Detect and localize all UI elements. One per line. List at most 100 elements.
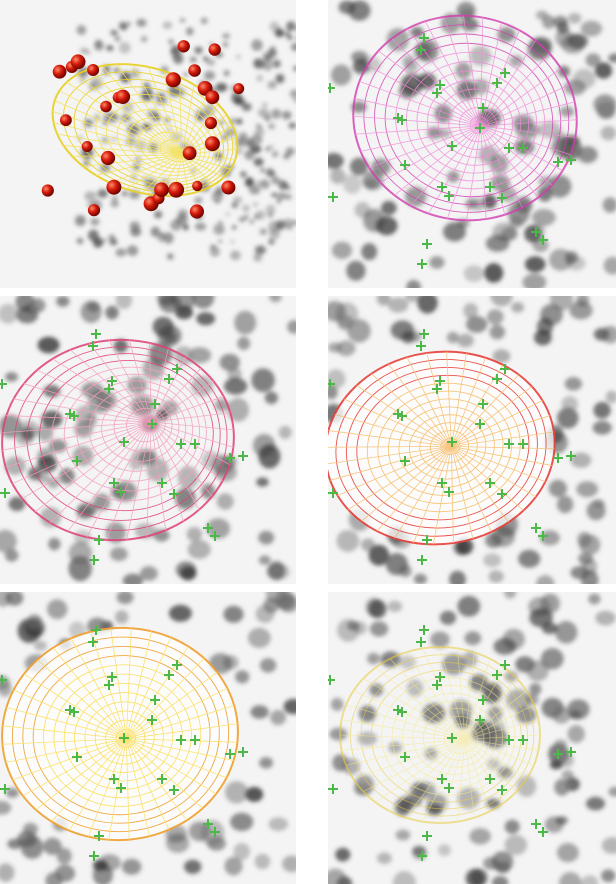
red-sphere: [233, 83, 244, 94]
nucleus: [244, 215, 249, 220]
nucleus: [528, 38, 552, 60]
nucleus: [210, 247, 220, 257]
nucleus: [187, 527, 203, 542]
nucleus: [127, 245, 138, 256]
nucleus: [217, 493, 234, 510]
nucleus: [172, 53, 183, 62]
nucleus: [196, 312, 215, 325]
nucleus: [183, 224, 189, 230]
nucleus: [554, 739, 567, 748]
nucleus: [361, 243, 377, 260]
red-sphere: [183, 146, 197, 160]
nucleus: [466, 316, 487, 333]
nucleus: [549, 480, 567, 497]
nucleus: [224, 857, 242, 876]
red-sphere: [188, 64, 201, 77]
nucleus: [227, 398, 249, 422]
nucleus: [330, 168, 345, 184]
nucleus: [388, 297, 409, 312]
nucleus: [256, 75, 263, 82]
nucleus: [194, 47, 203, 54]
nucleus: [483, 553, 501, 567]
nucleus: [282, 856, 301, 873]
nucleus: [323, 153, 343, 169]
nucleus: [335, 848, 350, 862]
nucleus: [351, 51, 368, 63]
nucleus: [259, 555, 271, 565]
nucleus: [601, 126, 616, 140]
nucleus: [562, 770, 574, 779]
nucleus: [180, 566, 196, 580]
red-sphere: [206, 90, 220, 104]
nucleus: [80, 48, 88, 54]
nucleus: [216, 83, 228, 92]
nucleus: [168, 39, 174, 45]
nucleus: [258, 108, 269, 118]
nucleus: [218, 240, 222, 243]
image-panel: [0, 583, 303, 884]
nucleus: [347, 319, 370, 342]
nucleus: [489, 570, 504, 583]
nucleus: [250, 705, 268, 718]
nucleus: [282, 111, 292, 120]
nucleus: [518, 550, 540, 568]
nucleus: [141, 36, 147, 42]
nucleus: [395, 799, 411, 816]
nucleus: [586, 797, 605, 811]
nucleus: [284, 32, 290, 37]
nucleus: [255, 854, 271, 869]
nucleus: [106, 45, 113, 51]
nucleus: [377, 291, 391, 306]
nucleus: [438, 844, 451, 856]
nucleus: [260, 179, 269, 189]
nucleus: [492, 851, 514, 872]
nucleus: [289, 122, 297, 128]
nucleus: [593, 402, 610, 419]
nucleus: [595, 611, 615, 626]
nucleus: [277, 198, 282, 204]
nucleus: [23, 823, 38, 836]
nucleus: [293, 98, 298, 102]
nucleus: [108, 234, 115, 241]
nucleus: [567, 34, 588, 49]
nucleus: [268, 239, 275, 245]
nucleus: [115, 248, 126, 256]
nucleus: [565, 377, 582, 391]
nucleus: [511, 302, 524, 313]
nucleus: [594, 94, 616, 114]
nucleus: [276, 74, 285, 83]
nucleus: [430, 632, 449, 648]
nucleus: [337, 619, 359, 642]
nucleus: [223, 606, 243, 623]
nucleus: [265, 55, 271, 60]
nucleus: [204, 71, 215, 80]
nucleus: [274, 194, 278, 197]
nucleus: [337, 341, 356, 357]
nucleus: [487, 309, 504, 324]
nucleus: [581, 21, 602, 37]
nucleus: [367, 653, 380, 665]
nucleus: [163, 22, 173, 29]
nucleus: [592, 499, 605, 509]
nucleus: [290, 89, 300, 98]
nucleus: [178, 466, 199, 489]
nucleus: [568, 13, 581, 24]
nucleus: [400, 656, 416, 669]
nucleus: [386, 553, 408, 575]
nucleus: [251, 134, 263, 144]
nucleus: [194, 197, 202, 204]
image-panel: [313, 286, 616, 592]
nucleus: [523, 274, 547, 292]
nucleus: [552, 706, 571, 723]
nucleus: [84, 191, 96, 200]
nucleus: [38, 337, 60, 354]
red-sphere: [87, 64, 99, 76]
nucleus: [545, 816, 564, 832]
nucleus: [254, 158, 264, 166]
nucleus: [457, 334, 474, 348]
nucleus: [529, 608, 553, 627]
nucleus: [223, 42, 228, 48]
nucleus: [464, 631, 481, 645]
nucleus: [268, 81, 277, 89]
nucleus: [262, 103, 267, 107]
